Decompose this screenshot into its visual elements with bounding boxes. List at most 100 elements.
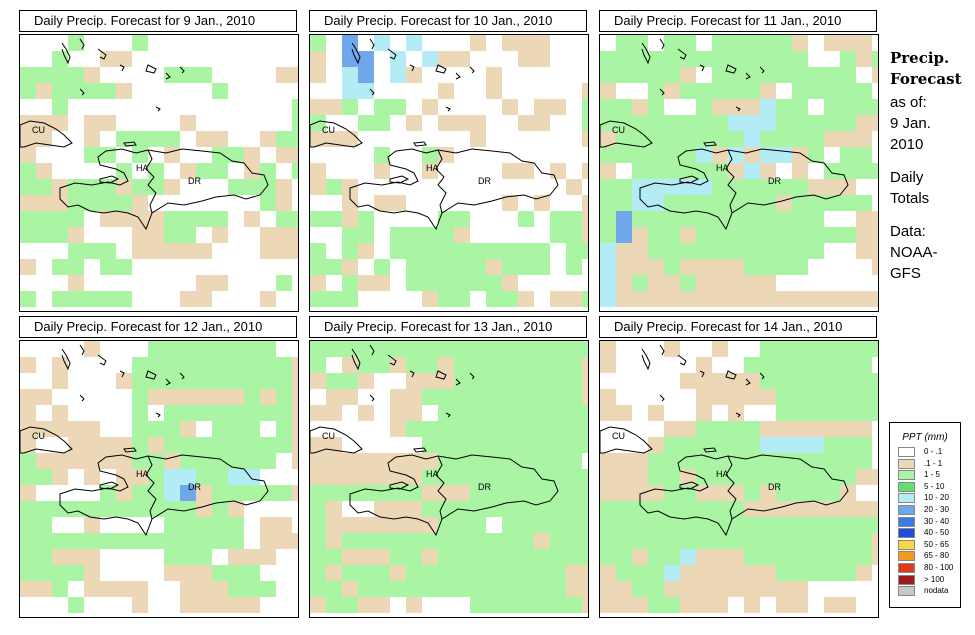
precip-cell [132, 357, 148, 373]
precip-cell [696, 99, 712, 115]
precip-cell [132, 147, 148, 163]
precip-map[interactable]: CU HA DR [309, 340, 589, 618]
precip-cell [566, 533, 582, 549]
precip-map[interactable]: CU HA DR [19, 34, 299, 312]
precip-cell [36, 501, 52, 517]
precip-cell [872, 373, 878, 389]
precip-cell [326, 179, 342, 195]
precip-cell [454, 291, 470, 307]
precip-cell [276, 227, 292, 243]
precip-cell [856, 83, 872, 99]
precip-cell [680, 373, 696, 389]
precip-cell [164, 67, 180, 83]
precip-cell [760, 163, 776, 179]
precip-cell [68, 437, 84, 453]
precip-cell [566, 243, 582, 259]
precip-cell [244, 357, 260, 373]
precip-cell [164, 357, 180, 373]
precip-cell [20, 163, 36, 179]
hispaniola-coastline [349, 454, 559, 537]
precip-cell [180, 597, 196, 613]
precip-cell [244, 341, 260, 357]
precip-cell [100, 501, 116, 517]
precip-cell [164, 227, 180, 243]
precip-cell [470, 243, 486, 259]
legend-row: > 100 [890, 574, 960, 586]
precip-map[interactable]: CU HA DR [309, 34, 589, 312]
cuba-label: CU [612, 125, 625, 135]
coastline [679, 481, 700, 490]
precip-cell [164, 179, 180, 195]
precip-cell [744, 485, 760, 501]
cuba-coastline [310, 426, 363, 454]
precip-cell [648, 83, 664, 99]
precip-cell [648, 581, 664, 597]
precip-cell [20, 131, 36, 147]
precip-cell [616, 211, 632, 227]
precip-cell [52, 227, 68, 243]
precip-cell [664, 51, 680, 67]
precip-cell [164, 131, 180, 147]
precip-cell [792, 51, 808, 67]
precip-cell [342, 469, 358, 485]
precip-cell [680, 517, 696, 533]
precip-cell [616, 405, 632, 421]
precip-cell [100, 243, 116, 259]
precip-cell [228, 517, 244, 533]
precip-cell [824, 421, 840, 437]
precip-cell [132, 501, 148, 517]
precip-cell [180, 291, 196, 307]
precip-cell [470, 421, 486, 437]
precip-cell [840, 373, 856, 389]
coastline [179, 66, 185, 74]
precip-cell [52, 211, 68, 227]
precip-cell [84, 565, 100, 581]
precip-cell [840, 163, 856, 179]
precip-cell [840, 437, 856, 453]
precip-cell [664, 259, 680, 275]
precip-cell [196, 597, 212, 613]
precip-cell [824, 357, 840, 373]
precip-cell [116, 469, 132, 485]
precip-cell [212, 597, 228, 613]
precip-map[interactable]: CU HA DR [599, 340, 879, 618]
precip-cell [374, 485, 390, 501]
precip-cell [534, 485, 550, 501]
precip-cell [792, 405, 808, 421]
precip-map[interactable]: CU HA DR [19, 340, 299, 618]
precip-cell [276, 131, 292, 147]
precip-cell [696, 243, 712, 259]
coastline [387, 48, 397, 60]
precip-cell [342, 291, 358, 307]
precip-cell [600, 533, 616, 549]
precip-cell [180, 453, 196, 469]
precip-cell [518, 437, 534, 453]
precip-cell [260, 405, 276, 421]
legend-row: 20 - 30 [890, 504, 960, 516]
precip-cell [454, 517, 470, 533]
precip-cell [196, 517, 212, 533]
precip-cell [518, 291, 534, 307]
precip-cell [116, 211, 132, 227]
precip-cell [132, 581, 148, 597]
precip-cell [728, 243, 744, 259]
precip-cell [776, 581, 792, 597]
precip-cell [792, 195, 808, 211]
precip-cell [760, 227, 776, 243]
precip-cell [244, 389, 260, 405]
precip-cell [664, 243, 680, 259]
precip-cell [326, 341, 342, 357]
precip-cell [342, 533, 358, 549]
precip-cell [310, 67, 326, 83]
precip-cell [164, 437, 180, 453]
precip-cell [310, 131, 326, 147]
precip-cell [486, 549, 502, 565]
precip-map[interactable]: CU HA DR [599, 34, 879, 312]
precip-cell [470, 357, 486, 373]
precip-cell [164, 565, 180, 581]
coastline [659, 88, 665, 96]
precip-cell [840, 357, 856, 373]
precip-cell [856, 533, 872, 549]
precip-cell [486, 67, 502, 83]
coastline [119, 370, 125, 378]
